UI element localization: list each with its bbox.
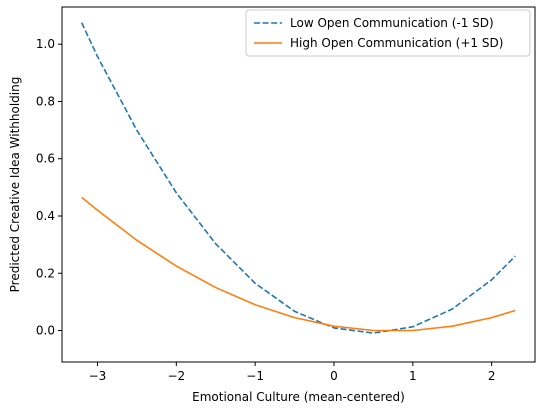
series-layer	[80, 22, 516, 334]
x-tick-label: 1	[409, 369, 417, 383]
x-tick-label: −2	[167, 369, 185, 383]
y-tick-label: 0.4	[36, 209, 55, 223]
plot-frame	[61, 6, 536, 363]
x-tick-label: 2	[488, 369, 496, 383]
legend-label-high-open-communication: High Open Communication (+1 SD)	[290, 36, 503, 50]
y-axis-ticks: 0.0 0.2 0.4 0.6 0.8 1.0	[36, 37, 62, 338]
y-tick-label: 0.8	[36, 94, 55, 108]
y-tick-label: 0.2	[36, 266, 55, 280]
x-tick-label: 0	[330, 369, 338, 383]
legend-box	[245, 9, 531, 57]
x-tick-label: −1	[246, 369, 264, 383]
legend: Low Open Communication (-1 SD) High Open…	[245, 9, 531, 57]
y-axis-label: Predicted Creative Idea Withholding	[8, 77, 22, 293]
x-tick-label: −3	[89, 369, 107, 383]
series-line-high-open-communication	[81, 196, 516, 332]
y-tick-label: 0.0	[36, 324, 55, 338]
y-tick-label: 1.0	[36, 37, 55, 51]
legend-label-low-open-communication: Low Open Communication (-1 SD)	[290, 16, 494, 30]
y-tick-label: 0.6	[36, 152, 55, 166]
x-axis-ticks: −3 −2 −1 0 1 2	[89, 362, 496, 383]
series-line-low-open-communication	[80, 22, 516, 334]
x-axis-label: Emotional Culture (mean-centered)	[192, 390, 405, 404]
